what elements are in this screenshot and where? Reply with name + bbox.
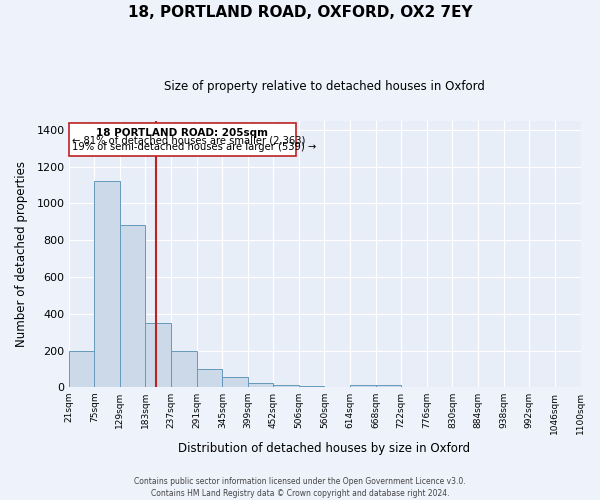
Bar: [273, 384, 299, 388]
Bar: [223, 377, 248, 388]
Bar: [376, 385, 401, 388]
Text: 18 PORTLAND ROAD: 205sqm: 18 PORTLAND ROAD: 205sqm: [96, 128, 268, 138]
Text: ← 81% of detached houses are smaller (2,363): ← 81% of detached houses are smaller (2,…: [73, 136, 306, 146]
X-axis label: Distribution of detached houses by size in Oxford: Distribution of detached houses by size …: [179, 442, 470, 455]
FancyBboxPatch shape: [68, 124, 296, 156]
Bar: [145, 323, 171, 388]
Y-axis label: Number of detached properties: Number of detached properties: [15, 161, 28, 347]
Bar: [171, 352, 197, 388]
Bar: [299, 386, 325, 388]
Bar: [197, 369, 223, 388]
Text: Contains public sector information licensed under the Open Government Licence v3: Contains public sector information licen…: [134, 477, 466, 486]
Bar: [120, 224, 145, 388]
Bar: [350, 385, 376, 388]
Text: Contains HM Land Registry data © Crown copyright and database right 2024.: Contains HM Land Registry data © Crown c…: [151, 488, 449, 498]
Title: Size of property relative to detached houses in Oxford: Size of property relative to detached ho…: [164, 80, 485, 93]
Bar: [94, 182, 120, 388]
Bar: [68, 350, 94, 388]
Bar: [248, 383, 273, 388]
Text: 18, PORTLAND ROAD, OXFORD, OX2 7EY: 18, PORTLAND ROAD, OXFORD, OX2 7EY: [128, 5, 472, 20]
Text: 19% of semi-detached houses are larger (539) →: 19% of semi-detached houses are larger (…: [73, 142, 317, 152]
